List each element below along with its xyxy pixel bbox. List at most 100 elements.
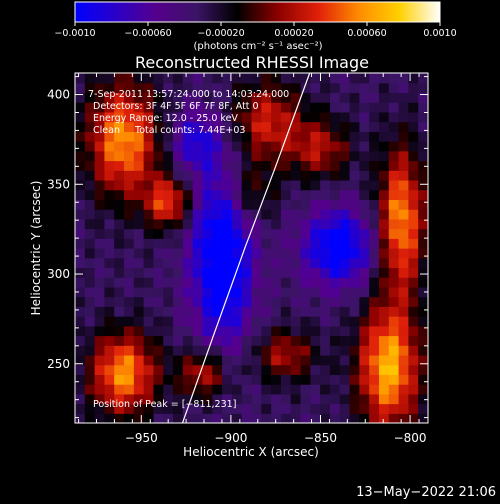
- heatmap-cell: [143, 160, 155, 171]
- heatmap-cell: [290, 170, 302, 181]
- heatmap-cell: [290, 345, 302, 356]
- heatmap-cell: [290, 199, 302, 210]
- heatmap-cell: [388, 141, 400, 152]
- heatmap-cell: [163, 364, 174, 375]
- heatmap-cell: [418, 150, 428, 162]
- heatmap-cell: [231, 150, 243, 162]
- heatmap-cell: [310, 316, 321, 327]
- heatmap-cell: [143, 73, 155, 84]
- heatmap-cell: [320, 228, 331, 239]
- heatmap-cell: [84, 102, 96, 113]
- heatmap-cell: [369, 325, 380, 337]
- heatmap-cell: [133, 121, 145, 132]
- heatmap-cell: [212, 403, 223, 414]
- heatmap-cell: [388, 335, 400, 346]
- heatmap-cell: [310, 354, 321, 366]
- heatmap-cell: [133, 413, 145, 423]
- heatmap-cell: [271, 92, 282, 103]
- heatmap-cell: [94, 92, 106, 103]
- heatmap-cell: [329, 209, 341, 220]
- heatmap-cell: [339, 257, 351, 269]
- heatmap-cell: [75, 121, 86, 132]
- heatmap-cell: [84, 189, 96, 200]
- heatmap-cell: [133, 364, 145, 375]
- heatmap-cell: [133, 111, 145, 123]
- colorbar-tick-label: 0.0010: [423, 28, 456, 39]
- heatmap-cell: [192, 228, 204, 239]
- heatmap-cell: [143, 403, 155, 414]
- heatmap-cell: [280, 413, 292, 423]
- heatmap-cell: [222, 170, 233, 181]
- heatmap-cell: [202, 179, 213, 191]
- heatmap-cell: [251, 150, 262, 162]
- heatmap-cell: [329, 170, 341, 181]
- heatmap-cell: [104, 141, 115, 152]
- heatmap-cell: [163, 403, 174, 414]
- heatmap-cell: [310, 277, 321, 288]
- heatmap-cell: [212, 160, 223, 171]
- heatmap-cell: [202, 209, 213, 220]
- heatmap-cell: [114, 160, 125, 171]
- heatmap-cell: [310, 286, 321, 298]
- heatmap-cell: [231, 82, 243, 94]
- heatmap-cell: [349, 102, 360, 113]
- heatmap-cell: [212, 92, 223, 103]
- heatmap-cell: [251, 306, 262, 317]
- heatmap-cell: [104, 364, 115, 375]
- heatmap-cell: [124, 248, 135, 259]
- heatmap-cell: [418, 228, 428, 239]
- heatmap-cell: [251, 413, 262, 423]
- heatmap-cell: [418, 179, 428, 191]
- heatmap-cell: [359, 209, 370, 220]
- heatmap-cell: [153, 345, 164, 356]
- heatmap-cell: [320, 335, 331, 346]
- heatmap-cell: [84, 238, 96, 249]
- heatmap-cell: [408, 150, 419, 162]
- heatmap-cell: [339, 306, 351, 317]
- heatmap-cell: [182, 218, 194, 230]
- heatmap-cell: [124, 189, 135, 200]
- heatmap-cell: [124, 150, 135, 162]
- colorbar-units: (photons cm⁻² s⁻¹ asec⁻²): [193, 41, 322, 52]
- chart-title: Reconstructed RHESSI Image: [135, 53, 369, 72]
- heatmap-cell: [369, 73, 380, 84]
- heatmap-cell: [104, 102, 115, 113]
- heatmap-cell: [84, 325, 96, 337]
- heatmap-cell: [124, 345, 135, 356]
- heatmap-cell: [182, 335, 194, 346]
- heatmap-cell: [261, 384, 272, 395]
- heatmap-cell: [329, 257, 341, 269]
- heatmap-cell: [75, 209, 86, 220]
- heatmap-cell: [124, 209, 135, 220]
- heatmap-cell: [182, 92, 194, 103]
- heatmap-cell: [114, 306, 125, 317]
- heatmap-cell: [418, 384, 428, 395]
- heatmap-cell: [369, 364, 380, 375]
- heatmap-cell: [271, 189, 282, 200]
- heatmap-cell: [378, 160, 390, 171]
- heatmap-cell: [143, 209, 155, 220]
- heatmap-cell: [222, 248, 233, 259]
- heatmap-cell: [271, 316, 282, 327]
- heatmap-cell: [339, 102, 351, 113]
- heatmap-cell: [300, 277, 311, 288]
- heatmap-cell: [261, 403, 272, 414]
- heatmap-cell: [339, 131, 351, 142]
- heatmap-cell: [339, 82, 351, 94]
- heatmap-cell: [408, 277, 419, 288]
- heatmap-cell: [251, 286, 262, 298]
- heatmap-cell: [104, 306, 115, 317]
- heatmap-cell: [212, 316, 223, 327]
- heatmap-cell: [310, 82, 321, 94]
- heatmap-cell: [398, 267, 409, 278]
- heatmap-cell: [359, 354, 370, 366]
- heatmap-cell: [202, 199, 213, 210]
- heatmap-cell: [300, 316, 311, 327]
- heatmap-cell: [388, 267, 400, 278]
- heatmap-cell: [75, 228, 86, 239]
- heatmap-cell: [378, 403, 390, 414]
- heatmap-cell: [388, 160, 400, 171]
- heatmap-cell: [251, 141, 262, 152]
- heatmap-cell: [271, 413, 282, 423]
- heatmap-cell: [300, 141, 311, 152]
